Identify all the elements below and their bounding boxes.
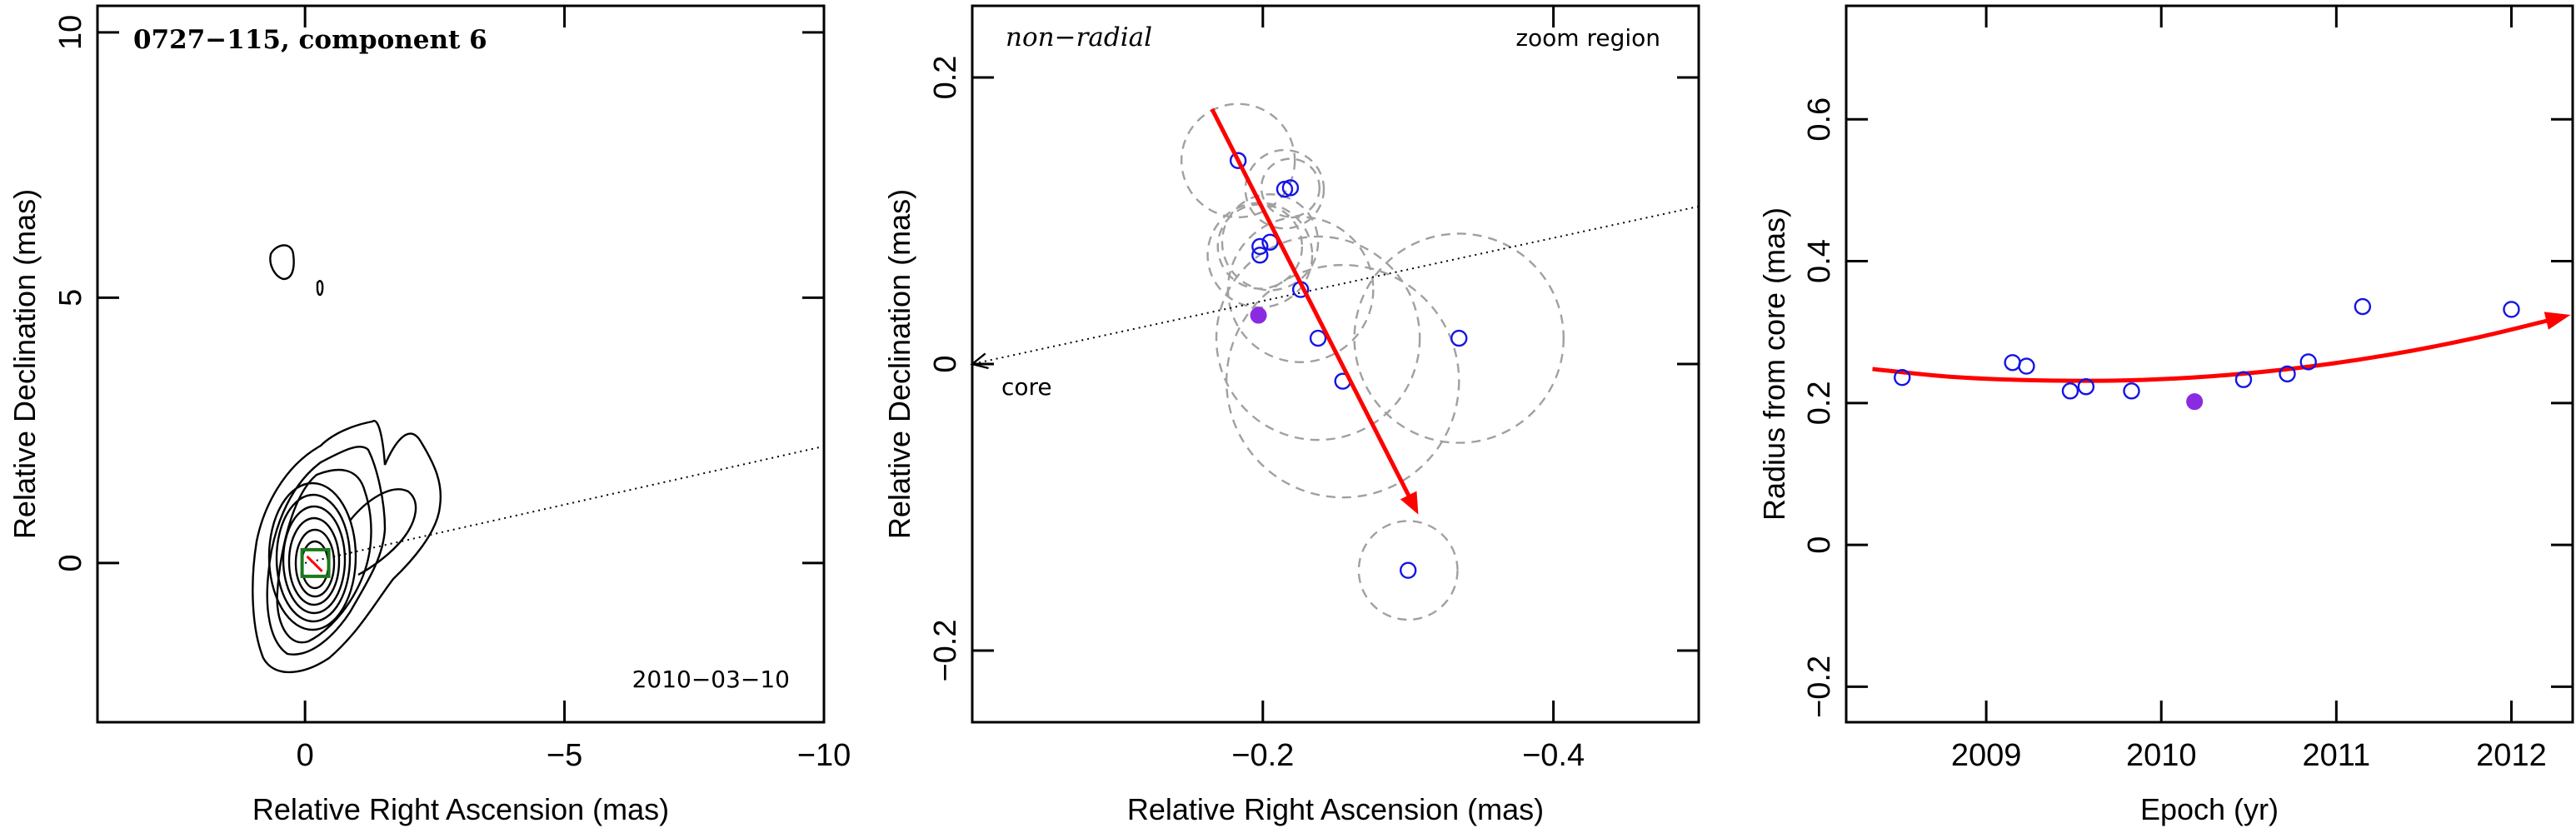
panel-zoom-region: non−radial zoom region core −0.2 −0.4−0.2… xyxy=(882,4,1700,826)
non-radial-label: non−radial xyxy=(1006,22,1152,52)
component-position-point xyxy=(1450,329,1468,347)
y-tick-label: 0 xyxy=(53,554,88,571)
error-circles xyxy=(1180,102,1565,621)
axes: 2009 2010 2011 2012 −0.2 0 0.2 0.4 0.6 xyxy=(1802,6,2573,773)
error-circle xyxy=(1353,232,1565,444)
y-tick-label: −0.2 xyxy=(928,619,963,681)
contour-level-6 xyxy=(282,505,347,615)
x-axis-label: Relative Right Ascension (mas) xyxy=(252,792,669,826)
plot-frame xyxy=(971,4,1700,724)
axes: −0.2 −0.4 −0.2 0 0.2 xyxy=(928,6,1699,773)
contour-jet-inner xyxy=(349,488,417,576)
radius-point xyxy=(2061,382,2079,400)
error-circle xyxy=(1260,157,1321,218)
x-tick-label: −0.4 xyxy=(1522,738,1585,773)
panel-radius-vs-epoch: 2009 2010 2011 2012 −0.2 0 0.2 0.4 0.6 Epoch (yr… xyxy=(1757,4,2574,826)
radius-point xyxy=(2503,301,2520,318)
error-circle xyxy=(1215,235,1421,441)
error-circle xyxy=(1357,520,1459,621)
axes: 0 −5 −10 0 5 10 xyxy=(53,6,851,773)
error-circle xyxy=(1225,263,1460,499)
contour-blob-tiny xyxy=(316,280,324,297)
component-position-point xyxy=(1251,247,1269,264)
radius-measurements xyxy=(1894,297,2520,411)
y-tick-label: 0.2 xyxy=(928,56,963,100)
y-axis-label: Radius from core (mas) xyxy=(1757,207,1791,521)
x-tick-label: −5 xyxy=(547,738,582,773)
radius-point xyxy=(2077,378,2095,396)
y-tick-label: 0.4 xyxy=(1802,239,1837,283)
plot-frame xyxy=(96,4,826,724)
component-position-point xyxy=(1309,329,1327,347)
motion-vector-arrow xyxy=(1210,107,1415,506)
panel-contour-map: 0727−115, component 6 2010−03−10 0 −5 −100… xyxy=(7,4,851,826)
contour-level-3 xyxy=(276,468,372,644)
motion-vector-arrowhead xyxy=(1400,491,1419,515)
fit-curve xyxy=(1872,314,2565,383)
x-tick-label: 0 xyxy=(297,738,314,773)
y-tick-label: 0.2 xyxy=(1802,381,1837,425)
y-tick-label: 0.6 xyxy=(1802,97,1837,142)
error-circle xyxy=(1244,148,1325,230)
component-box xyxy=(300,547,331,578)
x-axis-label: Relative Right Ascension (mas) xyxy=(1127,792,1544,826)
zoom-region-label: zoom region xyxy=(1515,24,1660,52)
component-position-point xyxy=(1281,179,1300,197)
component-position-point xyxy=(1399,561,1417,579)
radius-point xyxy=(2354,297,2372,316)
fit-curve-arrowhead xyxy=(2544,312,2571,330)
core-direction-line xyxy=(971,205,1700,365)
error-circle xyxy=(1180,102,1296,218)
radius-point xyxy=(2234,371,2253,388)
x-axis-label: Epoch (yr) xyxy=(2140,792,2279,826)
radius-point xyxy=(2018,357,2035,375)
y-axis-label: Relative Declination (mas) xyxy=(882,189,916,539)
epoch-label: 2010−03−10 xyxy=(632,666,790,693)
core-label: core xyxy=(1001,373,1052,401)
contour-level-4 xyxy=(267,481,357,631)
radius-point xyxy=(2279,365,2296,383)
projection-line xyxy=(304,445,825,564)
x-tick-label: 2011 xyxy=(2302,738,2370,773)
y-tick-label: 5 xyxy=(53,289,88,307)
y-tick-label: −0.2 xyxy=(1802,656,1837,718)
contour-blob-small xyxy=(269,244,295,281)
component-position-point xyxy=(1251,237,1269,256)
component-marker xyxy=(300,547,331,578)
plot-frame xyxy=(1845,4,2574,724)
component-positions xyxy=(1229,152,1468,579)
current-epoch-point xyxy=(2186,393,2204,411)
radius-point xyxy=(2299,353,2317,371)
component-motion-tick xyxy=(306,555,323,572)
contour-level-7 xyxy=(287,516,341,606)
x-tick-label: −0.2 xyxy=(1231,738,1294,773)
panel-title: 0727−115, component 6 xyxy=(133,25,487,55)
radius-point xyxy=(2004,354,2021,372)
x-tick-label: 2012 xyxy=(2476,738,2547,773)
radius-point xyxy=(2123,382,2140,400)
radius-point xyxy=(1894,368,1911,387)
error-circle xyxy=(1221,193,1320,292)
y-axis-label: Relative Declination (mas) xyxy=(7,189,42,539)
contour-level-8 xyxy=(294,528,336,598)
y-tick-label: 0 xyxy=(1802,536,1837,554)
component-position-point xyxy=(1229,152,1247,169)
current-epoch-point xyxy=(1250,307,1267,324)
contour-lines xyxy=(252,244,442,674)
x-tick-label: 2009 xyxy=(1951,738,2022,773)
x-tick-label: −10 xyxy=(797,738,851,773)
y-tick-label: 0 xyxy=(928,355,963,372)
x-tick-label: 2010 xyxy=(2126,738,2197,773)
y-tick-label: 10 xyxy=(53,15,88,50)
contour-level-5 xyxy=(275,493,352,623)
contour-outer xyxy=(252,420,442,674)
